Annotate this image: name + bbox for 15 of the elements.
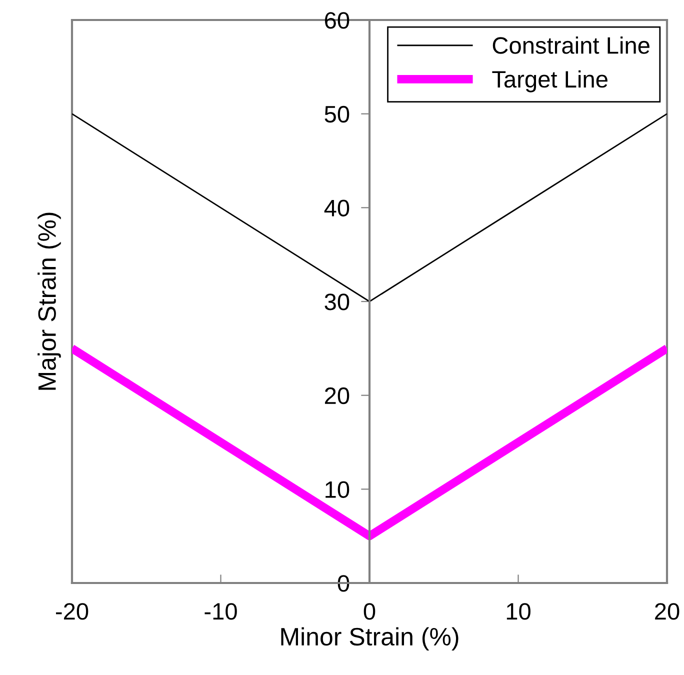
x-tick-label: 10 [506, 603, 530, 620]
y-tick-label: 40 [324, 200, 350, 216]
y-tick-label: 10 [326, 481, 350, 498]
legend-label: Constraint Line [492, 36, 650, 54]
x-tick-label: 0 [364, 603, 376, 620]
y-axis-title: Major Strain (%) [38, 212, 61, 390]
x-tick-label: -20 [56, 603, 88, 620]
x-axis-title: Minor Strain (%) [281, 627, 458, 651]
x-tick-label: 20 [655, 603, 680, 620]
y-tick-label: 60 [324, 12, 350, 29]
legend-label: Target Line [492, 70, 608, 92]
y-tick-label: 30 [324, 294, 350, 310]
y-tick-label: 20 [324, 387, 350, 404]
x-tick-label: -10 [204, 603, 237, 620]
y-tick-label: 50 [324, 106, 350, 123]
